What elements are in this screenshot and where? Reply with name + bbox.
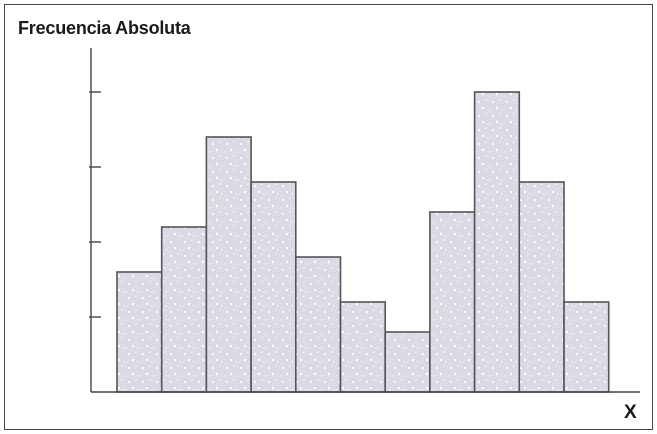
bar-10 — [518, 181, 565, 393]
bar-5 — [294, 256, 342, 393]
bar-6 — [339, 301, 387, 393]
y-axis-label: Frecuencia Absoluta — [18, 18, 191, 38]
bar-11 — [563, 301, 610, 393]
bar-3 — [205, 136, 252, 393]
x-axis-label: X — [624, 402, 637, 423]
bar-9 — [473, 91, 521, 393]
bar-7 — [384, 331, 431, 393]
bar-4 — [250, 181, 297, 393]
bars-group — [116, 91, 610, 393]
axes-group — [89, 48, 640, 393]
bar-8 — [429, 211, 476, 393]
bar-2 — [160, 226, 208, 393]
bar-1 — [116, 271, 163, 393]
